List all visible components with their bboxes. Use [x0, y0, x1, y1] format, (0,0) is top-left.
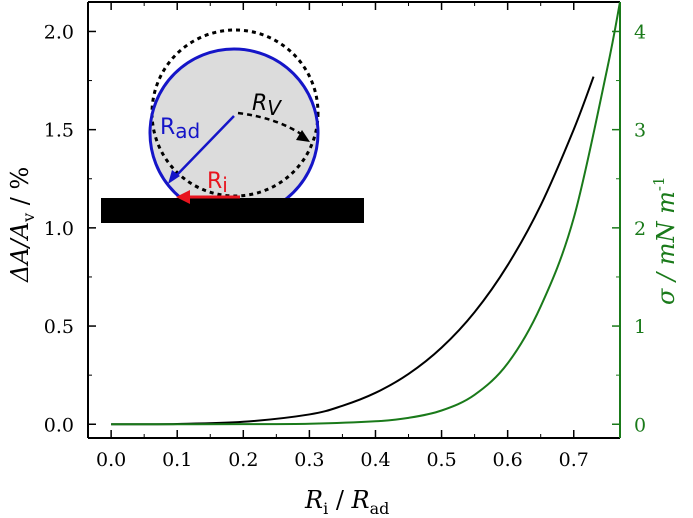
inset-diagram: Rad RV Ri	[101, 28, 364, 223]
ri-label: Ri	[207, 169, 228, 197]
rv-label: RV	[252, 91, 282, 120]
series-tension-line	[111, 1, 621, 426]
series-area-change-line	[111, 76, 595, 426]
ticks	[88, 2, 620, 438]
y-right-tick-label: 2	[634, 218, 646, 240]
x-tick-label: 0.5	[426, 449, 456, 471]
x-tick-label: 0.7	[559, 449, 589, 471]
y-left-axis-title: ΔA/Av / %	[6, 167, 38, 283]
rad-arrowhead	[168, 170, 180, 184]
x-tick-label: 0.0	[96, 449, 126, 471]
y-right-tick-label: 0	[634, 414, 646, 436]
y-left-tick-label: 0.0	[44, 414, 74, 436]
x-tick-label: 0.3	[294, 449, 324, 471]
y-right-axis-title: σ / mN m-1	[650, 177, 680, 306]
rad-label: Rad	[160, 115, 200, 143]
y-right-tick-label: 1	[634, 316, 646, 338]
rv-arrow	[237, 111, 305, 138]
y-left-tick-label: 1.0	[44, 218, 74, 240]
rv-arrowhead	[296, 130, 310, 142]
ri-arrowhead	[176, 190, 190, 204]
y-right-tick-label: 4	[634, 21, 646, 43]
x-axis-title: Ri / Rad	[304, 486, 389, 518]
x-tick-label: 0.2	[228, 449, 258, 471]
x-tick-label: 0.6	[493, 449, 523, 471]
tick-labels: 0.0 0.1 0.2 0.3 0.4 0.5 0.6 0.7 0.0 0.5 1.0 1.5 2.0 0…	[44, 21, 646, 471]
rad-arrow	[173, 115, 235, 179]
substrate-bar	[101, 198, 364, 223]
y-left-tick-label: 2.0	[44, 21, 74, 43]
y-right-tick-label: 3	[634, 120, 646, 142]
vesicle-fill	[150, 49, 318, 217]
y-left-tick-label: 1.5	[44, 120, 74, 142]
y-left-tick-label: 0.5	[44, 316, 74, 338]
x-tick-label: 0.4	[360, 449, 390, 471]
x-tick-label: 0.1	[162, 449, 192, 471]
